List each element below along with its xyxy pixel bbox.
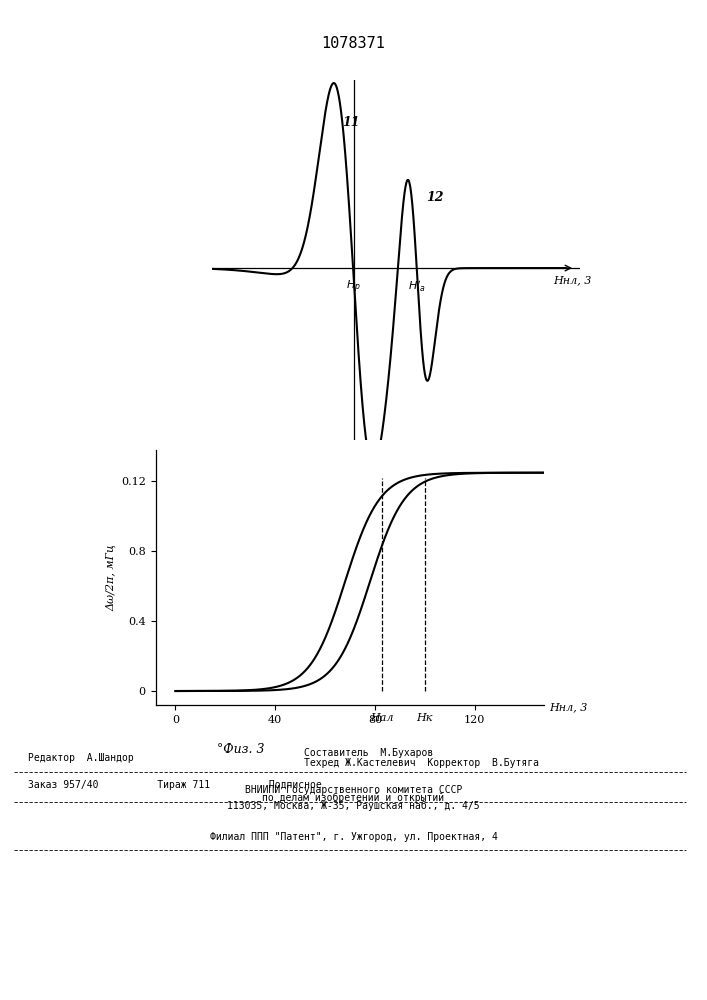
Text: 12: 12	[426, 191, 444, 204]
Text: 1078371: 1078371	[322, 36, 385, 51]
Text: Филиал ППП "Патент", г. Ужгород, ул. Проектная, 4: Филиал ППП "Патент", г. Ужгород, ул. Про…	[209, 832, 498, 842]
Text: ВНИИПИ Государственного комитета СССР: ВНИИПИ Государственного комитета СССР	[245, 785, 462, 795]
Text: 11: 11	[341, 116, 359, 129]
Text: Физ. 2: Физ. 2	[331, 471, 373, 484]
Text: по делам изобретений и открытий: по делам изобретений и открытий	[262, 792, 445, 803]
Text: Hал: Hал	[370, 713, 394, 723]
Text: Заказ 957/40          Тираж 711          Подписное: Заказ 957/40 Тираж 711 Подписное	[28, 780, 322, 790]
Text: $H'_а$: $H'_а$	[408, 279, 426, 294]
Text: Hк: Hк	[416, 713, 433, 723]
Text: Hнл, 3: Hнл, 3	[549, 702, 588, 712]
Text: Редактор  А.Шандор: Редактор А.Шандор	[28, 753, 134, 763]
Text: $H_р$: $H_р$	[346, 279, 361, 295]
Text: Техред Ж.Кастелевич  Корректор  В.Бутяга: Техред Ж.Кастелевич Корректор В.Бутяга	[304, 758, 539, 768]
Text: Составитель  М.Бухаров: Составитель М.Бухаров	[304, 748, 433, 758]
Y-axis label: Δω/2π, мГц: Δω/2π, мГц	[107, 544, 117, 611]
Text: °Физ. 3: °Физ. 3	[217, 743, 265, 756]
Text: Hнл, 3: Hнл, 3	[554, 275, 592, 285]
Text: 113035, Москва, Ж-35, Раушская наб., д. 4/5: 113035, Москва, Ж-35, Раушская наб., д. …	[227, 801, 480, 811]
